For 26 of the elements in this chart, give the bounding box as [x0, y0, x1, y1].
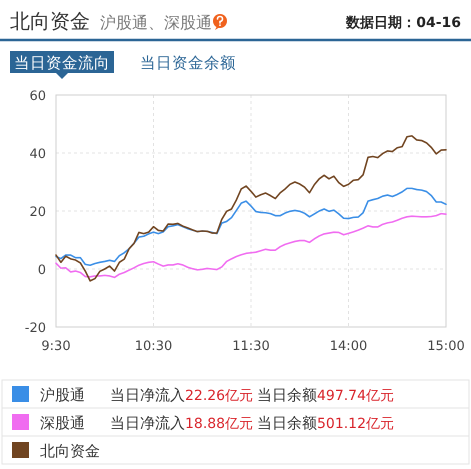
text: 497.74亿元 — [317, 388, 394, 404]
text: 18.88亿元 — [185, 416, 254, 432]
y-tick-label: 20 — [29, 205, 46, 220]
legend-label: 深股通 — [40, 414, 85, 432]
text: 22.26亿元 — [185, 388, 254, 404]
y-tick-label: 40 — [29, 147, 46, 162]
text: 当日净流入 — [110, 414, 185, 432]
text: 当日净流入 — [110, 386, 185, 404]
text: 当日资金余额 — [140, 54, 236, 72]
legend-label: 沪股通 — [40, 386, 85, 404]
text: 501.12亿元 — [317, 416, 394, 432]
text: 当日余额 — [257, 386, 317, 404]
tab-selected: 当日资金流向 — [10, 51, 114, 79]
text: 数据日期：04-16 — [345, 15, 461, 31]
x-tick-label: 11:30 — [232, 339, 270, 354]
chart-title: 北向资金 — [10, 9, 90, 33]
x-tick-label: 10:30 — [134, 339, 172, 354]
legend-label: 北向资金 — [40, 442, 100, 460]
y-tick-label: 0 — [38, 263, 46, 278]
chart-subtitle: 沪股通、深股通 — [100, 13, 212, 32]
text: 当日余额 — [257, 414, 317, 432]
x-tick-label: 9:30 — [41, 339, 71, 354]
y-tick-label: 60 — [29, 89, 46, 104]
x-tick-label: 14:00 — [330, 339, 368, 354]
y-tick-label: -20 — [24, 321, 46, 336]
x-tick-label: 15:00 — [427, 339, 465, 354]
